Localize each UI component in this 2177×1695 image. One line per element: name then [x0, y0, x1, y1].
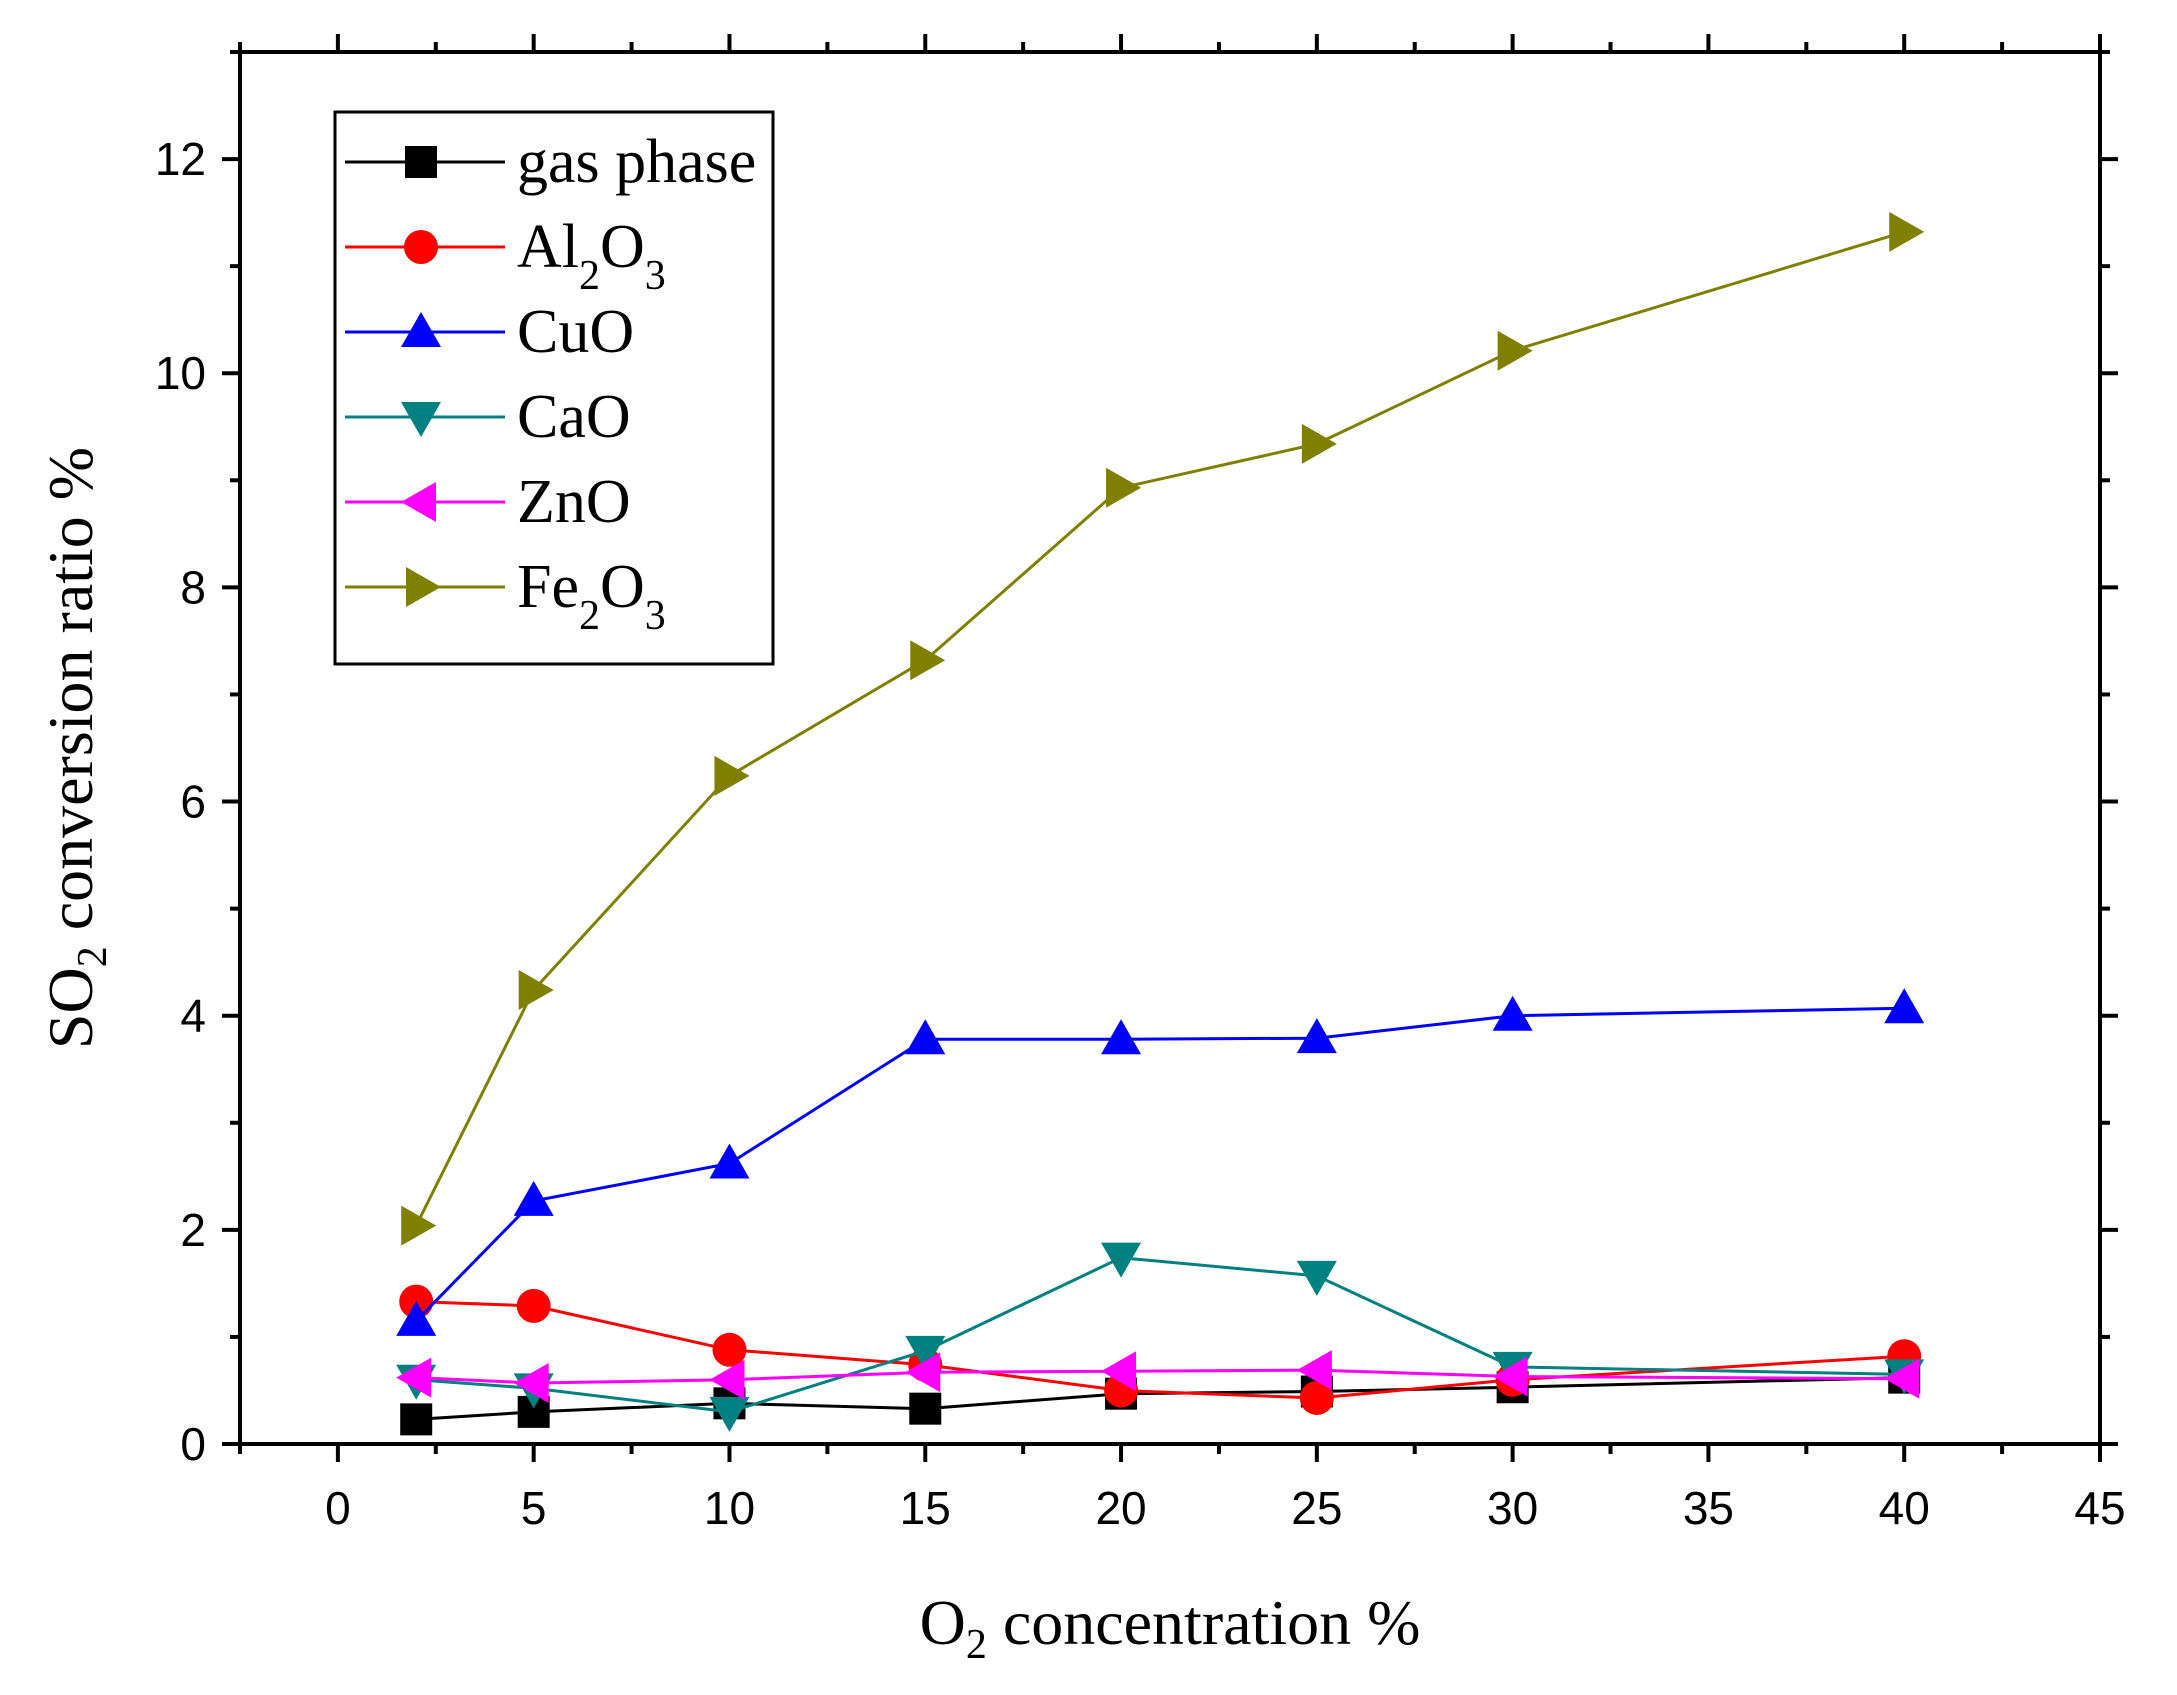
- series-line: [416, 1368, 1905, 1385]
- legend-label: CaO: [517, 383, 631, 451]
- series-Al2O3: [399, 1284, 1922, 1415]
- x-tick-label: 30: [1487, 1482, 1538, 1534]
- legend-label: Fe2O3: [517, 553, 666, 639]
- data-point: [712, 1332, 747, 1367]
- series-Fe2O3: [401, 211, 1925, 1246]
- data-point: [1299, 1380, 1334, 1415]
- legend-marker: [401, 482, 436, 522]
- x-tick-label: 20: [1095, 1482, 1146, 1534]
- data-point: [709, 1396, 750, 1432]
- y-tick-label: 2: [180, 1204, 206, 1256]
- data-point: [909, 1392, 942, 1425]
- x-tick-label: 45: [2074, 1482, 2125, 1534]
- x-tick-label: 5: [521, 1482, 547, 1534]
- legend-marker: [401, 312, 441, 347]
- y-tick-label: 6: [180, 776, 206, 828]
- plot-frame: [238, 50, 2102, 1446]
- data-point: [905, 1335, 946, 1371]
- x-tick-label: 10: [704, 1482, 755, 1534]
- series-line: [416, 1300, 1905, 1400]
- y-tick-label: 4: [180, 990, 206, 1042]
- data-point: [1492, 995, 1533, 1031]
- legend-marker: [405, 146, 437, 178]
- y-axis-title: SO2 conversion ratio %: [35, 447, 116, 1049]
- axis-ticks: 0 5 10 15 20 25 30 35 40 45 0 2 4 6 8 10 12: [155, 34, 2126, 1534]
- data-point: [1296, 1260, 1337, 1296]
- y-tick-label: 0: [180, 1418, 206, 1470]
- data-point: [709, 1143, 750, 1179]
- legend-item: Al2O3: [345, 213, 666, 299]
- series-line: [414, 230, 1905, 1227]
- data-point: [1884, 988, 1925, 1024]
- legend-label: gas phase: [517, 128, 756, 196]
- x-axis-title: O2 concentration %: [920, 1587, 1421, 1668]
- series-line: [416, 1376, 1905, 1421]
- data-point: [714, 755, 750, 796]
- data-point: [1106, 467, 1142, 508]
- legend-item: CuO: [345, 298, 634, 366]
- legend-item: Fe2O3: [345, 553, 666, 639]
- legend-item: ZnO: [345, 468, 631, 536]
- legend-marker: [406, 567, 441, 607]
- data-point: [401, 1205, 437, 1246]
- series-layer: [396, 211, 1925, 1436]
- data-point: [513, 1362, 549, 1403]
- data-point: [1497, 330, 1533, 371]
- data-point: [905, 1352, 941, 1393]
- series-line: [415, 1006, 1905, 1322]
- x-tick-label: 40: [1879, 1482, 1930, 1534]
- data-point: [516, 1288, 551, 1323]
- legend-marker: [401, 402, 441, 437]
- y-tick-label: 12: [155, 133, 206, 185]
- data-point: [1301, 423, 1337, 464]
- legend-item: gas phase: [345, 128, 756, 196]
- x-tick-label: 0: [325, 1482, 351, 1534]
- data-point: [1492, 1356, 1528, 1397]
- data-point: [1101, 1242, 1142, 1278]
- data-point: [905, 1019, 946, 1055]
- legend-item: CaO: [345, 383, 631, 451]
- x-tick-label: 35: [1683, 1482, 1734, 1534]
- data-point: [910, 640, 946, 681]
- series-CuO: [396, 988, 1925, 1336]
- data-point: [518, 969, 554, 1010]
- data-point: [513, 1180, 554, 1216]
- data-point: [1884, 1358, 1920, 1399]
- legend-label: Al2O3: [517, 213, 666, 299]
- series-ZnO: [396, 1350, 1920, 1403]
- data-point: [396, 1357, 432, 1398]
- x-tick-label: 15: [900, 1482, 951, 1534]
- series-CaO: [396, 1242, 1925, 1432]
- y-tick-label: 10: [155, 347, 206, 399]
- data-point: [400, 1403, 433, 1436]
- legend-label: ZnO: [517, 468, 631, 536]
- data-point: [1101, 1351, 1137, 1392]
- series-line: [416, 1256, 1905, 1414]
- data-point: [709, 1359, 745, 1400]
- data-point: [1296, 1018, 1337, 1054]
- data-point: [1101, 1019, 1142, 1055]
- legend-marker: [404, 230, 438, 264]
- y-tick-label: 8: [180, 561, 206, 613]
- legend-label: CuO: [517, 298, 634, 366]
- data-point: [396, 1300, 437, 1336]
- data-point: [1296, 1350, 1332, 1391]
- data-point: [1889, 211, 1925, 252]
- x-tick-label: 25: [1291, 1482, 1342, 1534]
